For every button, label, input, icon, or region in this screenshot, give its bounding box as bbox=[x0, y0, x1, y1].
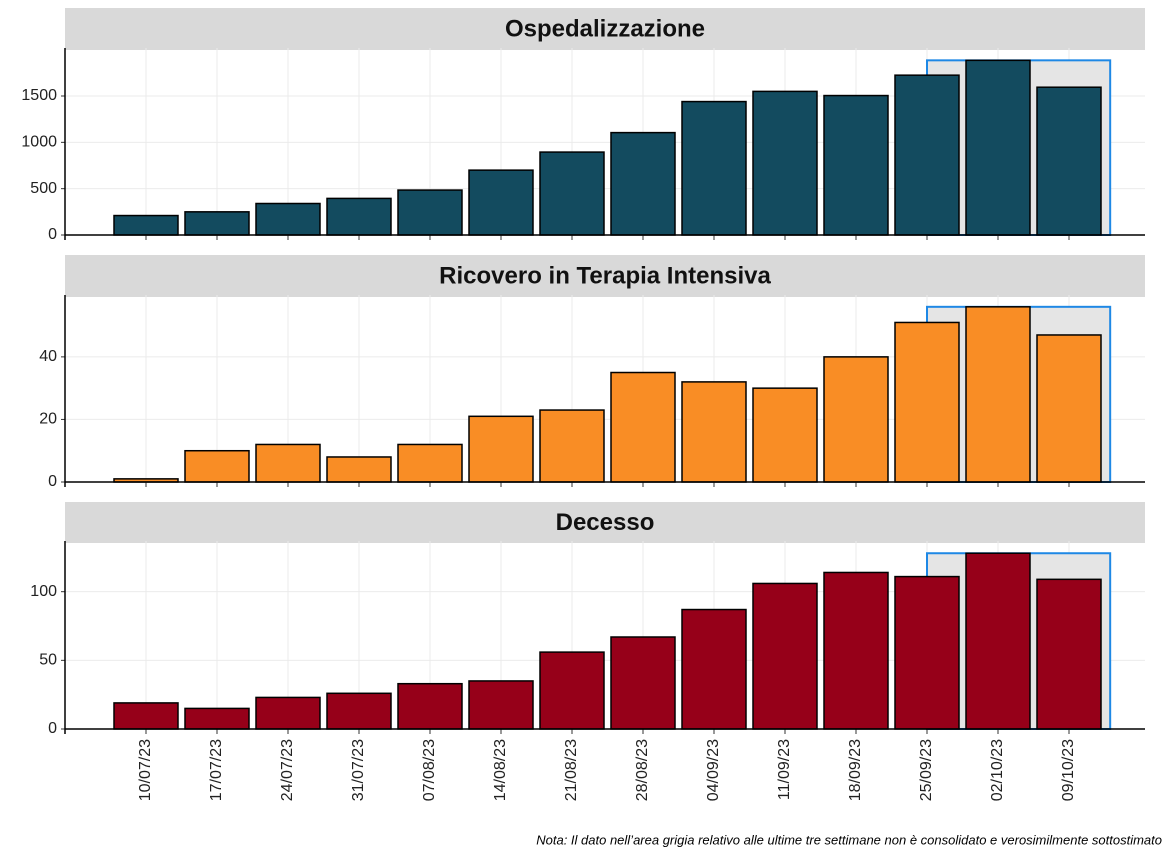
x-tick-label: 21/08/23 bbox=[563, 739, 580, 801]
x-tick-label: 07/08/23 bbox=[421, 739, 438, 801]
bar bbox=[823, 94, 889, 236]
bar bbox=[752, 90, 818, 236]
bar bbox=[823, 356, 889, 483]
bar bbox=[326, 197, 392, 236]
x-tick-label: 28/08/23 bbox=[634, 739, 651, 801]
panel-title: Decesso bbox=[556, 509, 655, 536]
bar bbox=[752, 582, 818, 730]
bar bbox=[184, 211, 250, 236]
panel-title: Ricovero in Terapia Intensiva bbox=[439, 262, 771, 289]
bar bbox=[397, 189, 463, 236]
x-tick-label: 11/09/23 bbox=[776, 739, 793, 800]
bar bbox=[113, 214, 179, 236]
x-tick-label: 04/09/23 bbox=[705, 739, 722, 801]
bar bbox=[539, 409, 605, 483]
bar bbox=[965, 59, 1031, 236]
bar bbox=[752, 387, 818, 483]
y-tick-label: 0 bbox=[48, 720, 57, 737]
bar bbox=[113, 702, 179, 730]
y-tick-label: 100 bbox=[30, 583, 57, 600]
bar bbox=[1036, 334, 1102, 483]
x-tick-label: 18/09/23 bbox=[847, 739, 864, 801]
bar bbox=[681, 381, 747, 483]
bar bbox=[255, 202, 321, 236]
bar bbox=[894, 575, 960, 730]
bar bbox=[468, 169, 534, 236]
bar bbox=[610, 636, 676, 730]
bar bbox=[894, 321, 960, 483]
bar bbox=[539, 651, 605, 730]
y-tick-label: 40 bbox=[39, 348, 57, 365]
bar bbox=[1036, 578, 1102, 730]
x-tick-label: 10/07/23 bbox=[137, 739, 154, 801]
bar bbox=[468, 680, 534, 730]
x-tick-label: 24/07/23 bbox=[279, 739, 296, 801]
bar bbox=[255, 696, 321, 730]
panel-title: Ospedalizzazione bbox=[505, 15, 705, 42]
bar bbox=[326, 456, 392, 483]
bar bbox=[610, 371, 676, 483]
x-tick-label: 25/09/23 bbox=[918, 739, 935, 801]
bar bbox=[965, 306, 1031, 483]
bar bbox=[255, 443, 321, 483]
bar bbox=[681, 608, 747, 730]
y-tick-label: 20 bbox=[39, 411, 57, 428]
bar bbox=[468, 415, 534, 483]
x-tick-label: 14/08/23 bbox=[492, 739, 509, 801]
strip bbox=[65, 502, 1145, 543]
bar bbox=[1036, 86, 1102, 236]
y-tick-label: 0 bbox=[48, 473, 57, 490]
y-tick-label: 1500 bbox=[21, 87, 57, 104]
bar bbox=[965, 552, 1031, 730]
bar bbox=[184, 707, 250, 730]
footnote: Nota: Il dato nell’area grigia relativo … bbox=[536, 832, 1162, 847]
bar bbox=[539, 151, 605, 236]
bar bbox=[326, 692, 392, 730]
bar bbox=[610, 131, 676, 236]
y-tick-label: 500 bbox=[30, 180, 57, 197]
y-tick-label: 1000 bbox=[21, 134, 57, 151]
bar bbox=[823, 571, 889, 730]
y-tick-label: 50 bbox=[39, 652, 57, 669]
bar bbox=[894, 74, 960, 236]
x-tick-label: 17/07/23 bbox=[208, 739, 225, 801]
bar bbox=[681, 100, 747, 236]
x-tick-label: 09/10/23 bbox=[1060, 739, 1077, 801]
bar bbox=[184, 449, 250, 483]
strip bbox=[65, 8, 1145, 50]
bar bbox=[397, 443, 463, 483]
y-tick-label: 0 bbox=[48, 226, 57, 243]
x-tick-label: 02/10/23 bbox=[989, 739, 1006, 801]
bar bbox=[397, 682, 463, 730]
strip bbox=[65, 255, 1145, 297]
x-tick-label: 31/07/23 bbox=[350, 739, 367, 801]
